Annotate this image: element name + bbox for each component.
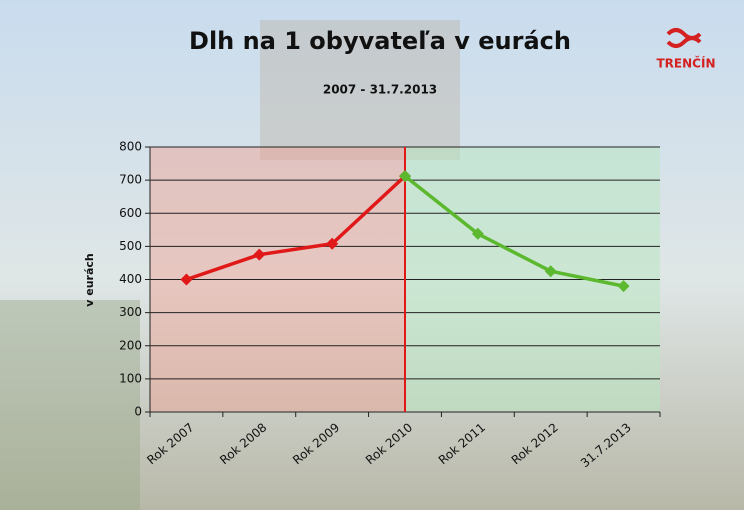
y-tick-label: 0	[134, 405, 142, 419]
chart-title: Dlh na 1 obyvateľa v eurách	[189, 27, 571, 55]
logo-text: TRENČÍN	[657, 56, 716, 71]
y-tick-label: 700	[119, 173, 142, 187]
y-axis-label: v eurách	[83, 253, 96, 307]
bg-tree	[0, 300, 140, 510]
y-tick-label: 100	[119, 371, 142, 385]
y-tick-label: 200	[119, 338, 142, 352]
chart-subtitle: 2007 - 31.7.2013	[323, 83, 437, 97]
y-tick-label: 800	[119, 140, 142, 154]
y-tick-label: 500	[119, 239, 142, 253]
y-tick-label: 300	[119, 305, 142, 319]
y-tick-label: 400	[119, 272, 142, 286]
y-tick-label: 600	[119, 206, 142, 220]
chart: Dlh na 1 obyvateľa v eurách 2007 - 31.7.…	[0, 0, 744, 510]
